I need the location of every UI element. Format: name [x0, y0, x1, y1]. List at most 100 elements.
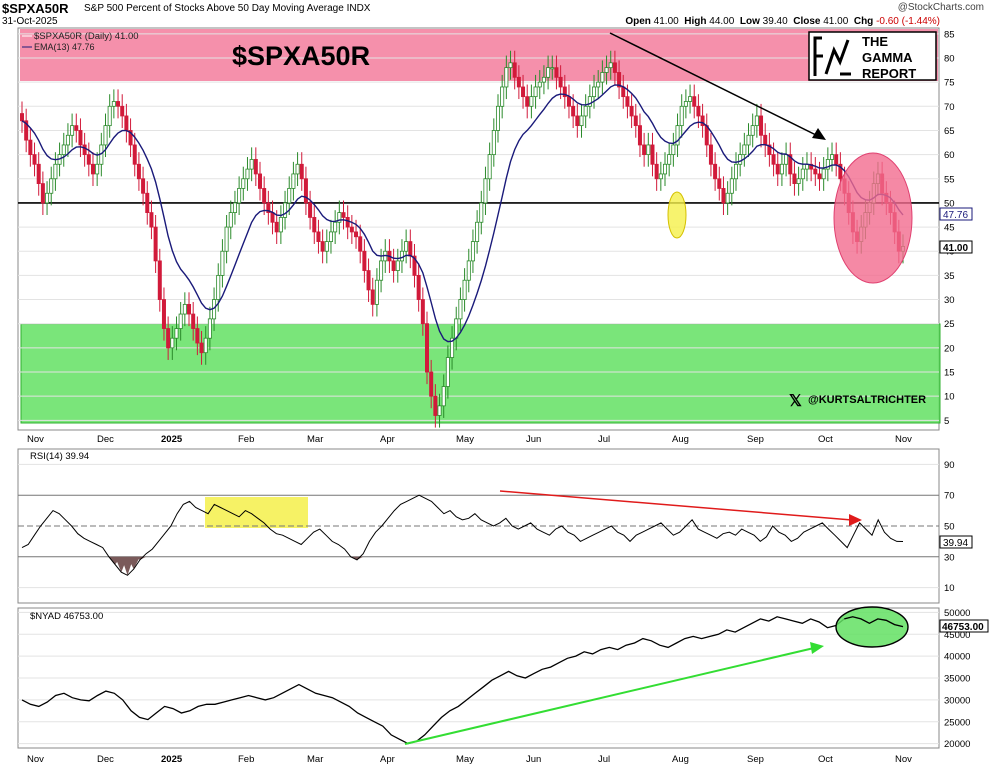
price-y-tick-label: 85	[944, 29, 955, 40]
price-y-tick-label: 30	[944, 295, 955, 306]
candle-body	[596, 81, 601, 88]
black-arrow-head	[812, 128, 826, 140]
nyad-y-tick-label: 40000	[944, 652, 970, 663]
x-tick-label: Oct	[818, 754, 833, 765]
candle-body	[341, 212, 346, 218]
candle-body	[270, 212, 275, 223]
price-y-tick-label: 25	[944, 319, 955, 330]
candle-body	[566, 96, 571, 107]
candle-body	[74, 125, 79, 131]
candle-body	[775, 163, 780, 175]
candle-body	[237, 188, 242, 204]
rsi-y-tick-label: 70	[944, 491, 955, 502]
candle-body	[90, 163, 95, 175]
candle-body	[521, 86, 526, 98]
last-value-label: 41.00	[943, 243, 968, 254]
candle-body	[437, 405, 442, 416]
candle-body	[366, 270, 371, 291]
candle-body	[379, 260, 384, 281]
high-value: 44.00	[709, 16, 735, 27]
candle-body	[592, 86, 597, 98]
candle-body	[49, 178, 54, 194]
chg-value: -0.60 (-1.44%)	[876, 16, 940, 27]
candle-body	[312, 217, 317, 233]
candle-body	[604, 67, 609, 73]
ohlc-readout: Open 41.00 High 44.00 Low 39.40 Close 41…	[625, 16, 940, 27]
candle-body	[646, 144, 651, 156]
candle-body	[404, 241, 409, 252]
candle-body	[416, 274, 421, 300]
candle-body	[759, 115, 764, 136]
candle-body	[266, 202, 271, 213]
last-value-box	[939, 240, 973, 254]
candle-body	[132, 144, 137, 165]
x-tick-label: Aug	[672, 754, 689, 765]
candle-body	[412, 255, 417, 276]
close-value: 41.00	[823, 16, 849, 27]
candle-body	[174, 328, 179, 339]
candle-body	[283, 202, 288, 218]
candle-body	[663, 163, 668, 175]
candle-body	[504, 67, 509, 88]
x-tick-label: Oct	[818, 434, 833, 445]
close-label: Close	[793, 16, 821, 27]
candle-body	[750, 125, 755, 136]
symbol-description: S&P 500 Percent of Stocks Above 50 Day M…	[84, 3, 371, 14]
candle-body	[729, 178, 734, 194]
price-y-tick-label: 45	[944, 223, 955, 234]
candle-body	[821, 168, 826, 180]
price-legend-series: $SPXA50R (Daily) 41.00	[34, 31, 139, 42]
candle-body	[278, 217, 283, 233]
logo-line1: THE	[862, 34, 888, 49]
candle-body	[257, 173, 262, 189]
candle-body	[754, 115, 759, 127]
candle-body	[683, 101, 688, 107]
red-circle-highlight	[833, 152, 913, 284]
candle-body	[287, 188, 292, 204]
nyad-green-arrow-head	[810, 642, 824, 654]
candle-body	[107, 105, 112, 127]
candle-body	[621, 86, 626, 98]
x-tick-label: May	[456, 754, 474, 765]
candle-body	[700, 115, 705, 127]
candle-body	[688, 96, 693, 102]
price-y-tick-label: 50	[944, 198, 955, 209]
candle-body	[358, 236, 363, 252]
logo-line3: REPORT	[862, 66, 916, 81]
candle-body	[95, 163, 100, 175]
candle-body	[345, 217, 350, 228]
candle-body	[328, 231, 333, 242]
candle-body	[195, 328, 200, 344]
candle-body	[779, 163, 784, 175]
candle-body	[86, 154, 91, 165]
x-tick-label: Sep	[747, 754, 764, 765]
candle-body	[320, 241, 325, 252]
nyad-y-tick-label: 45000	[944, 630, 970, 641]
candle-body	[579, 115, 584, 127]
candle-body	[295, 163, 300, 175]
candle-body	[583, 105, 588, 117]
x-tick-label: Dec	[97, 434, 114, 445]
x-axis-price: Nov Dec 2025 Feb Mar Apr May Jun Jul Aug Sep Oct Nov	[27, 434, 912, 445]
candle-body	[692, 96, 697, 107]
rsi-red-arrow	[499, 490, 853, 521]
candle-body	[395, 260, 400, 271]
price-y-tick-label: 60	[944, 150, 955, 161]
handle-text: @KURTSALTRICHTER	[808, 394, 926, 406]
candle-body	[19, 113, 24, 122]
candle-body	[475, 221, 480, 242]
candle-body	[796, 178, 801, 185]
candle-body	[792, 173, 797, 185]
candle-body	[704, 125, 709, 146]
price-panel-frame	[17, 27, 940, 431]
candle-body	[429, 371, 434, 397]
candle-body	[149, 212, 154, 228]
candle-body	[145, 192, 150, 213]
candle-body	[178, 313, 183, 329]
x-tick-label: Mar	[307, 434, 323, 445]
nyad-y-tick-label: 25000	[944, 717, 970, 728]
x-tick-label: Mar	[307, 754, 323, 765]
candle-body	[575, 115, 580, 127]
candle-body	[571, 105, 576, 117]
candle-body	[262, 188, 267, 204]
